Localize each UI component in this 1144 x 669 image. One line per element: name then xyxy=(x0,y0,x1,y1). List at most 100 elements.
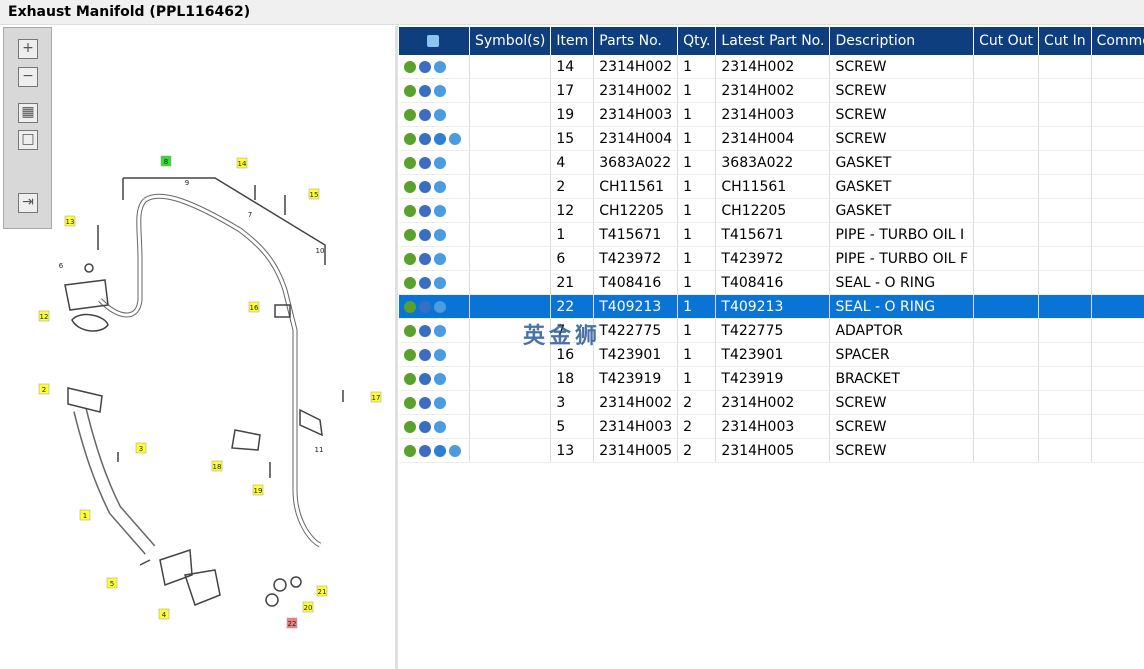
gear-icon[interactable] xyxy=(404,60,416,73)
info-icon[interactable] xyxy=(434,84,446,97)
gear-icon[interactable] xyxy=(404,84,416,97)
table-row[interactable]: 4 3683A022 1 3683A022 GASKET xyxy=(399,150,1144,175)
table-row[interactable]: 15 2314H004 1 2314H004 SCREW xyxy=(399,126,1144,151)
cart-icon[interactable] xyxy=(419,348,431,361)
callout: 14 xyxy=(238,160,247,168)
cart-icon[interactable] xyxy=(419,300,431,313)
gear-icon[interactable] xyxy=(404,300,416,313)
table-row[interactable]: 2 CH11561 1 CH11561 GASKET xyxy=(399,174,1144,199)
parts-table: Symbol(s) Item Parts No. Qty. Latest Part No… xyxy=(399,27,1144,463)
table-row[interactable]: 22 T409213 1 T409213 SEAL - O RING xyxy=(399,294,1144,319)
callout-box xyxy=(308,188,320,200)
info-icon[interactable] xyxy=(434,396,446,409)
cell xyxy=(1038,55,1092,79)
cart-icon[interactable] xyxy=(419,132,431,145)
cart-icon[interactable] xyxy=(419,396,431,409)
cart-icon[interactable] xyxy=(419,84,431,97)
fit-button[interactable]: ▦ xyxy=(18,103,38,123)
table-row[interactable]: 19 2314H003 1 2314H003 SCREW xyxy=(399,102,1144,127)
callout: 16 xyxy=(250,304,259,312)
cart-icon[interactable] xyxy=(419,252,431,265)
info-icon[interactable] xyxy=(434,372,446,385)
info-icon[interactable] xyxy=(434,180,446,193)
cell: T415671 xyxy=(593,222,679,247)
gear-icon[interactable] xyxy=(404,228,416,241)
cell: T415671 xyxy=(715,222,831,247)
table-row[interactable]: 3 2314H002 2 2314H002 SCREW xyxy=(399,390,1144,415)
table-row[interactable]: 21 T408416 1 T408416 SEAL - O RING xyxy=(399,270,1144,295)
info-icon[interactable] xyxy=(434,276,446,289)
table-row[interactable]: 12 CH12205 1 CH12205 GASKET xyxy=(399,198,1144,223)
info-icon[interactable] xyxy=(434,252,446,265)
info-icon[interactable] xyxy=(434,204,446,217)
info-icon[interactable] xyxy=(434,156,446,169)
table-row[interactable]: 18 T423919 1 T423919 BRACKET xyxy=(399,366,1144,391)
export-button[interactable]: ⇥ xyxy=(18,193,38,213)
callout-box xyxy=(38,310,50,322)
info-icon[interactable] xyxy=(434,60,446,73)
gear-icon[interactable] xyxy=(404,204,416,217)
table-row[interactable]: 14 2314H002 1 2314H002 SCREW xyxy=(399,55,1144,79)
cart-icon[interactable] xyxy=(419,180,431,193)
actual-size-button[interactable]: □ xyxy=(18,130,38,150)
info-icon[interactable] xyxy=(434,324,446,337)
cell xyxy=(1091,342,1144,367)
cart-icon[interactable] xyxy=(419,420,431,433)
cart-icon[interactable] xyxy=(419,324,431,337)
cart-icon[interactable] xyxy=(419,108,431,121)
cell xyxy=(469,150,552,175)
gear-icon[interactable] xyxy=(404,372,416,385)
cart-icon[interactable] xyxy=(419,156,431,169)
gear-icon[interactable] xyxy=(404,180,416,193)
gear-icon[interactable] xyxy=(404,420,416,433)
cart-icon[interactable] xyxy=(419,60,431,73)
cell: T408416 xyxy=(593,270,679,295)
info-icon[interactable] xyxy=(434,108,446,121)
table-row[interactable]: 16 T423901 1 T423901 SPACER xyxy=(399,342,1144,367)
gear-icon[interactable] xyxy=(404,132,416,145)
table-row[interactable]: 7 T422775 1 T422775 ADAPTOR xyxy=(399,318,1144,343)
gear-icon[interactable] xyxy=(404,444,416,457)
info-icon[interactable] xyxy=(434,420,446,433)
book-icon[interactable] xyxy=(434,132,446,145)
row-icons xyxy=(399,246,470,271)
info-icon[interactable] xyxy=(434,300,446,313)
header-row: Symbol(s) Item Parts No. Qty. Latest Part No… xyxy=(399,27,1144,55)
cell: T422775 xyxy=(593,318,679,343)
cell xyxy=(1038,390,1092,415)
table-row[interactable]: 1 T415671 1 T415671 PIPE - TURBO OIL I xyxy=(399,222,1144,247)
cell xyxy=(469,222,552,247)
cart-icon[interactable] xyxy=(419,204,431,217)
zoom-out-button[interactable]: − xyxy=(18,67,38,87)
table-row[interactable]: 13 2314H005 2 2314H005 SCREW xyxy=(399,438,1144,463)
table-row[interactable]: 6 T423972 1 T423972 PIPE - TURBO OIL F xyxy=(399,246,1144,271)
cell: T422775 xyxy=(715,318,831,343)
cell: 19 xyxy=(550,102,595,127)
cell xyxy=(469,366,552,391)
info-icon[interactable] xyxy=(449,132,461,145)
cart-icon[interactable] xyxy=(419,372,431,385)
book-icon[interactable] xyxy=(434,444,446,457)
gear-icon[interactable] xyxy=(404,348,416,361)
info-icon[interactable] xyxy=(434,228,446,241)
info-icon[interactable] xyxy=(434,348,446,361)
zoom-in-button[interactable]: + xyxy=(18,39,38,59)
search-header[interactable] xyxy=(399,27,470,55)
cell: CH12205 xyxy=(593,198,679,223)
cart-icon[interactable] xyxy=(419,276,431,289)
gear-icon[interactable] xyxy=(404,396,416,409)
table-row[interactable]: 5 2314H003 2 2314H003 SCREW xyxy=(399,414,1144,439)
cell xyxy=(469,438,552,463)
gear-icon[interactable] xyxy=(404,252,416,265)
cell: 6 xyxy=(550,246,595,271)
cart-icon[interactable] xyxy=(419,444,431,457)
info-icon[interactable] xyxy=(449,444,461,457)
gear-icon[interactable] xyxy=(404,156,416,169)
table-row[interactable]: 17 2314H002 1 2314H002 SCREW xyxy=(399,78,1144,103)
gear-icon[interactable] xyxy=(404,276,416,289)
gear-icon[interactable] xyxy=(404,108,416,121)
cart-icon[interactable] xyxy=(419,228,431,241)
cell: SCREW xyxy=(829,102,975,127)
row-icons xyxy=(399,55,470,79)
gear-icon[interactable] xyxy=(404,324,416,337)
